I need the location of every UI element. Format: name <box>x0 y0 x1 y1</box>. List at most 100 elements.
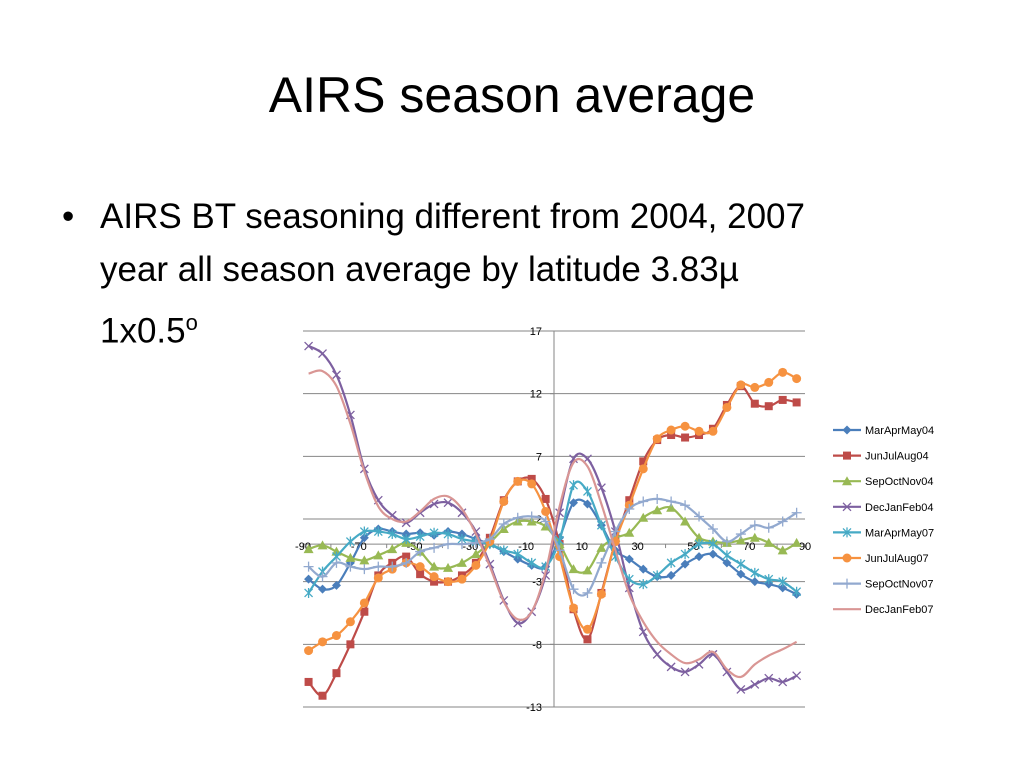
y-tick-label: 17 <box>530 326 542 338</box>
data-point <box>527 479 537 489</box>
data-point <box>638 564 648 574</box>
legend-label: JunJulAug07 <box>865 553 929 565</box>
series-MarAprMay07 <box>304 480 802 598</box>
data-point <box>750 382 760 392</box>
slide-title: AIRS season average <box>268 67 756 123</box>
data-point <box>569 480 578 491</box>
data-point <box>624 527 635 537</box>
legend-item: MarAprMay07 <box>833 527 934 539</box>
data-point <box>736 569 746 579</box>
data-point <box>304 341 314 351</box>
data-point <box>652 570 662 581</box>
data-point <box>750 399 759 408</box>
data-point <box>694 539 704 550</box>
data-point <box>791 507 802 518</box>
legend-label: DecJanFeb04 <box>865 502 934 514</box>
legend-label: MarAprMay07 <box>865 527 934 539</box>
data-point <box>582 565 593 575</box>
data-point <box>639 457 648 466</box>
legend-marker <box>842 527 852 538</box>
data-point <box>527 474 536 483</box>
data-point <box>415 546 426 557</box>
data-point <box>749 532 760 542</box>
data-point <box>387 529 397 540</box>
bullet-line-3-main: 1x0.5 <box>100 311 186 351</box>
data-point <box>680 559 690 569</box>
data-point <box>652 649 662 659</box>
data-point <box>625 496 634 505</box>
data-point <box>303 561 314 572</box>
data-point <box>666 662 676 672</box>
data-point <box>722 550 732 561</box>
data-point <box>387 561 398 572</box>
data-point <box>470 549 481 559</box>
legend-label: MarAprMay04 <box>865 425 934 437</box>
legend-label: SepOctNov07 <box>865 579 933 591</box>
legend-marker <box>842 425 852 435</box>
data-point <box>303 544 314 554</box>
data-point <box>778 677 788 687</box>
data-point <box>499 545 509 556</box>
data-point <box>360 607 369 616</box>
data-point <box>318 637 328 647</box>
data-point <box>359 533 369 543</box>
data-point <box>666 557 676 568</box>
y-tick-label: -3 <box>532 577 542 589</box>
data-point <box>387 544 398 554</box>
data-point <box>373 561 384 572</box>
series-DecJanFeb07 <box>308 369 798 679</box>
data-point <box>513 549 523 560</box>
bullet-line-2: year all season average by latitude 3.83… <box>100 250 739 289</box>
data-point <box>456 557 467 567</box>
data-point <box>778 583 788 593</box>
data-point <box>499 496 509 506</box>
data-point <box>359 555 370 565</box>
data-point <box>443 529 453 540</box>
legend-item: SepOctNov07 <box>833 579 933 591</box>
data-point <box>764 673 774 683</box>
data-point <box>667 431 676 440</box>
data-point <box>638 579 648 590</box>
legend-item: SepOctNov04 <box>833 476 933 488</box>
bullet-dot: • <box>62 197 75 236</box>
data-point <box>764 574 774 585</box>
data-point <box>666 425 676 435</box>
legend-marker <box>842 578 852 589</box>
data-point <box>345 536 355 547</box>
data-point <box>359 564 370 575</box>
data-point <box>359 526 369 537</box>
series-line <box>308 369 798 679</box>
degree-superscript: o <box>185 310 198 335</box>
data-point <box>778 395 787 404</box>
x-tick-label: -10 <box>518 541 534 553</box>
data-point <box>568 564 579 574</box>
data-point <box>681 433 690 442</box>
data-point <box>443 562 454 572</box>
data-point <box>708 549 718 559</box>
y-tick-label: -13 <box>526 702 542 714</box>
legend-item: JunJulAug04 <box>833 451 929 463</box>
data-point <box>652 505 663 515</box>
bullet-text: AIRS BT seasoning different from 2004, 2… <box>100 190 950 358</box>
data-point <box>680 549 690 560</box>
data-point <box>401 557 412 568</box>
data-point <box>318 349 327 359</box>
data-point <box>680 421 690 431</box>
data-point <box>624 554 634 564</box>
data-point <box>652 493 663 504</box>
data-point <box>694 552 704 562</box>
legend-label: DecJanFeb07 <box>865 604 934 616</box>
data-point <box>471 560 481 570</box>
data-point <box>498 519 509 530</box>
legend-item: JunJulAug07 <box>833 553 929 565</box>
data-point <box>415 531 425 542</box>
data-point <box>513 476 523 486</box>
bullet-line-1: AIRS BT seasoning different from 2004, 2… <box>100 197 805 236</box>
data-point <box>443 539 454 550</box>
data-point <box>402 552 411 561</box>
data-point <box>722 667 732 677</box>
data-point <box>331 557 342 568</box>
data-point <box>638 512 649 522</box>
y-tick-label: -8 <box>532 639 542 651</box>
